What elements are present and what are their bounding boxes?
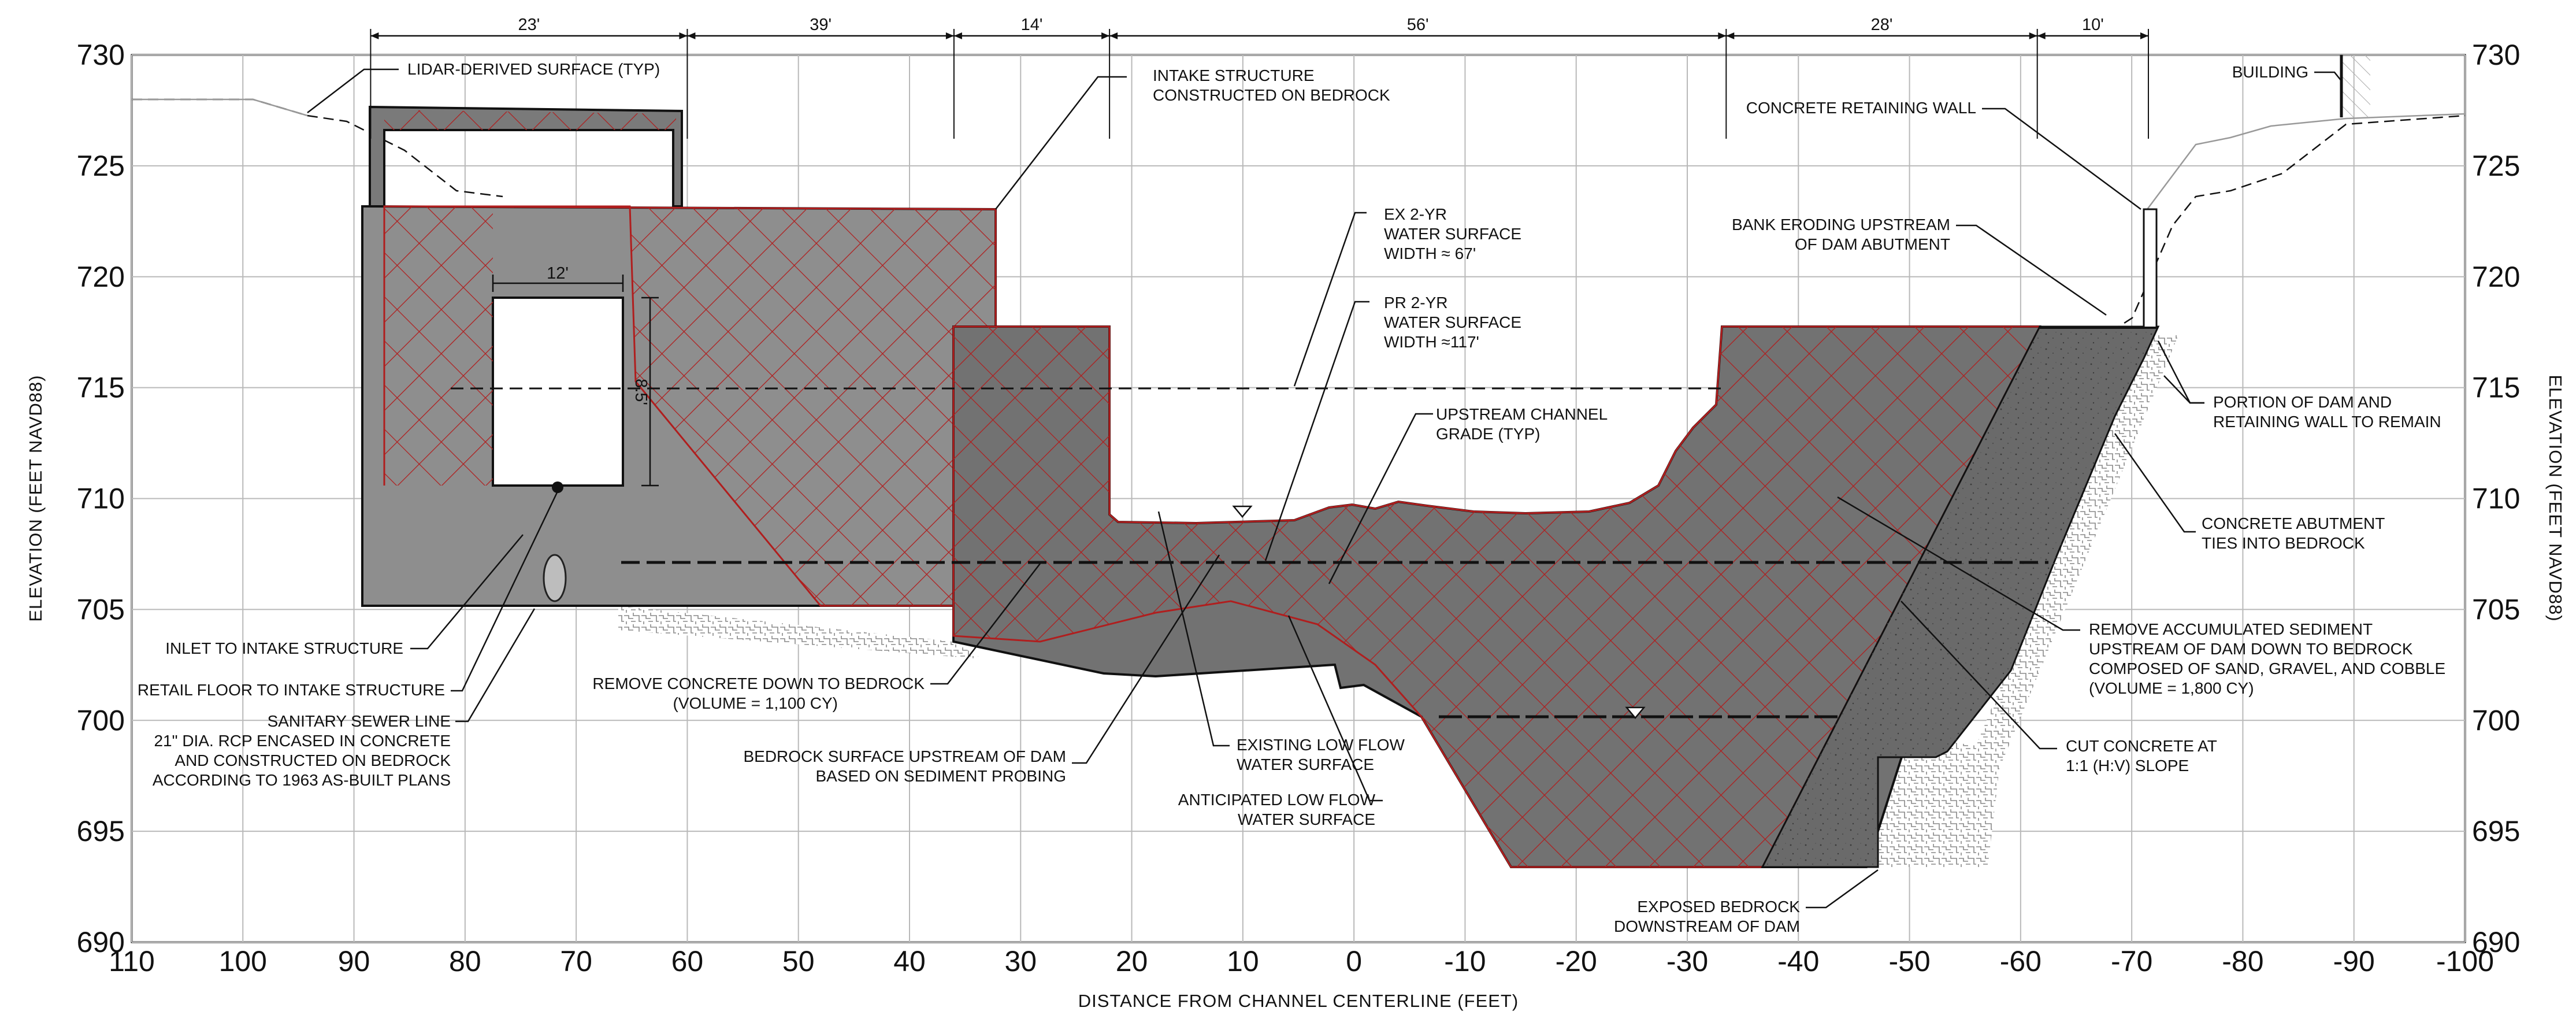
y-axis-label-left: ELEVATION (FEET NAVD88) [25, 375, 46, 621]
y-tick-label: 710 [77, 483, 125, 515]
y-tick-label: 720 [77, 261, 125, 293]
y-tick-labels-right: 730 725 720 715 710 705 700 695 690 [2472, 39, 2520, 958]
x-tick-label: 60 [671, 945, 704, 977]
note-remove-concrete: REMOVE CONCRETE DOWN TO BEDROCK (VOLUME =… [592, 675, 925, 712]
y-tick-label: 710 [2472, 483, 2520, 515]
x-tick-label: 30 [1004, 945, 1037, 977]
dimension-label: 39' [810, 16, 832, 34]
y-tick-label: 700 [2472, 704, 2520, 736]
x-tick-label: 50 [782, 945, 815, 977]
note-intake-structure: INTAKE STRUCTURE CONSTRUCTED ON BEDROCK [1153, 66, 1390, 104]
x-tick-label: 70 [560, 945, 592, 977]
x-tick-label: -70 [2111, 945, 2152, 977]
y-tick-label: 725 [2472, 150, 2520, 182]
x-tick-label: -90 [2333, 945, 2375, 977]
bedrock-right [1878, 335, 2178, 867]
x-tick-labels: 110 100 90 80 70 60 50 40 30 20 10 0 -10 -20 -30 -40 -50… [109, 945, 2494, 977]
note-lidar: LIDAR-DERIVED SURFACE (TYP) [407, 60, 660, 78]
sewer-pipe-icon [543, 554, 567, 602]
leader-lines [307, 68, 2342, 909]
dimension-label: 28' [1871, 16, 1893, 34]
note-cut-concrete: CUT CONCRETE AT 1:1 (H:V) SLOPE [2066, 737, 2217, 775]
note-upstream-grade: UPSTREAM CHANNEL GRADE (TYP) [1436, 405, 1608, 443]
ground-right [2143, 113, 2466, 214]
note-anticipated-lowflow: ANTICIPATED LOW FLOW WATER SURFACE [1178, 791, 1376, 828]
x-tick-label: 40 [893, 945, 926, 977]
note-remove-sediment: REMOVE ACCUMULATED SEDIMENT UPSTREAM OF D… [2089, 620, 2445, 697]
note-sewer: SANITARY SEWER LINE 21" DIA. RCP ENCASED … [153, 712, 451, 789]
intake-culvert-opening [492, 297, 624, 487]
note-retail-floor: RETAIL FLOOR TO INTAKE STRUCTURE [138, 681, 445, 699]
note-inlet: INLET TO INTAKE STRUCTURE [165, 639, 403, 657]
building [2341, 55, 2370, 117]
x-tick-label: 0 [1346, 945, 1362, 977]
dimension-chain: 23' 39' 14' 56' 28' 10' [370, 16, 2149, 139]
water-symbol-anticipated [1625, 706, 1646, 719]
y-tick-label: 720 [2472, 261, 2520, 293]
y-tick-label: 730 [2472, 39, 2520, 71]
retaining-wall [2143, 208, 2158, 329]
x-tick-label: -40 [1777, 945, 1819, 977]
y-tick-label: 725 [77, 150, 125, 182]
dimension-label: 23' [518, 16, 540, 34]
y-tick-label: 715 [2472, 372, 2520, 404]
dam-removal-hatch [952, 325, 2042, 868]
x-tick-label: -60 [2000, 945, 2042, 977]
dimension-label: 10' [2082, 16, 2104, 34]
x-tick-label: -100 [2436, 945, 2494, 977]
note-bedrock-surface: BEDROCK SURFACE UPSTREAM OF DAM BASED ON … [743, 747, 1066, 785]
x-tick-label: -50 [1888, 945, 1930, 977]
y-tick-label: 705 [77, 593, 125, 625]
x-axis-label: DISTANCE FROM CHANNEL CENTERLINE (FEET) [1078, 991, 1519, 1011]
x-tick-label: -10 [1444, 945, 1486, 977]
y-tick-label: 705 [2472, 593, 2520, 625]
note-portion-dam: PORTION OF DAM AND RETAINING WALL TO REMA… [2213, 393, 2441, 431]
culvert-height-label: 8.5' [632, 379, 650, 405]
y-tick-label: 690 [77, 926, 125, 958]
x-tick-label: 20 [1116, 945, 1148, 977]
note-existing-lowflow: EXISTING LOW FLOW WATER SURFACE [1237, 736, 1405, 773]
x-tick-label: 100 [219, 945, 267, 977]
lidar-surface-right [2042, 114, 2466, 377]
water-symbol-existing [1232, 505, 1253, 518]
dimension-label: 14' [1021, 16, 1043, 34]
y-tick-label: 695 [2472, 815, 2520, 847]
x-tick-label: -80 [2222, 945, 2263, 977]
note-abutment: CONCRETE ABUTMENT TIES INTO BEDROCK [2202, 514, 2385, 552]
y-tick-label: 695 [77, 815, 125, 847]
y-tick-label: 730 [77, 39, 125, 71]
dimension-label: 56' [1407, 16, 1429, 34]
note-ex-2yr: EX 2-YR WATER SURFACE WIDTH ≈ 67' [1384, 205, 1521, 262]
dam-portion-speckle [1762, 327, 2158, 867]
y-tick-label: 715 [77, 372, 125, 404]
x-tick-label: 80 [449, 945, 481, 977]
culvert-width-label: 12' [547, 264, 569, 283]
intake-removal-hatch-upper [384, 110, 676, 130]
y-tick-label: 700 [77, 704, 125, 736]
note-building: BUILDING [2232, 63, 2308, 81]
note-exposed-bedrock: EXPOSED BEDROCK DOWNSTREAM OF DAM [1614, 898, 1800, 935]
x-tick-label: -30 [1666, 945, 1708, 977]
inlet-point-marker [552, 481, 563, 493]
ground-left [132, 98, 308, 117]
note-pr-2yr: PR 2-YR WATER SURFACE WIDTH ≈117' [1384, 294, 1521, 351]
x-tick-label: -20 [1556, 945, 1597, 977]
bedrock-left [618, 606, 982, 659]
note-retaining-wall: CONCRETE RETAINING WALL [1746, 99, 1976, 117]
x-tick-label: 10 [1227, 945, 1259, 977]
intake-culvert-hatch-edge [384, 206, 493, 486]
x-tick-label: 110 [109, 945, 155, 977]
note-bank-eroding: BANK ERODING UPSTREAM OF DAM ABUTMENT [1732, 216, 1950, 253]
y-axis-label-right: ELEVATION (FEET NAVD88) [2545, 375, 2566, 621]
y-tick-label: 690 [2472, 926, 2520, 958]
x-tick-label: 90 [338, 945, 370, 977]
y-tick-labels-left: 730 725 720 715 710 705 700 695 690 [77, 39, 125, 958]
